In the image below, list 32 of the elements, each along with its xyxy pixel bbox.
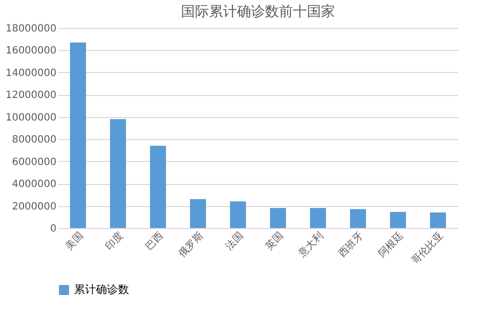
y-tick-label: 14000000 — [6, 68, 56, 79]
y-tick-label: 16000000 — [6, 46, 56, 57]
x-tick-label: 西班牙 — [336, 230, 366, 260]
x-tick-label: 法国 — [223, 230, 246, 252]
y-tick-label: 18000000 — [6, 24, 56, 34]
x-tick-label: 巴西 — [144, 230, 166, 252]
y-tick-label: 4000000 — [12, 179, 56, 190]
bar — [230, 201, 246, 228]
bar — [190, 199, 206, 228]
bar — [270, 208, 286, 228]
bar — [70, 42, 86, 228]
y-tick-label: 8000000 — [12, 134, 56, 146]
x-tick-label: 意大利 — [295, 230, 326, 260]
y-tick-label: 6000000 — [12, 156, 56, 168]
x-tick-label: 英国 — [263, 230, 286, 252]
legend-label: 累计确诊数 — [74, 283, 129, 296]
bar — [310, 208, 326, 228]
x-tick-label: 印度 — [103, 230, 126, 252]
y-tick-label: 0 — [50, 224, 56, 234]
bar — [430, 212, 446, 228]
x-tick-label: 俄罗斯 — [176, 230, 206, 260]
y-tick-label: 10000000 — [6, 112, 56, 124]
bar — [390, 212, 406, 228]
bar — [350, 209, 366, 228]
x-tick-label: 哥伦比亚 — [409, 230, 446, 267]
y-tick-label: 12000000 — [6, 90, 56, 102]
bar — [150, 146, 166, 228]
chart-title: 国际累计确诊数前十国家 — [181, 4, 335, 20]
bar — [110, 119, 126, 228]
y-tick-label: 2000000 — [12, 201, 56, 212]
x-tick-label: 美国 — [63, 230, 86, 252]
x-tick-label: 阿根廷 — [376, 230, 406, 260]
